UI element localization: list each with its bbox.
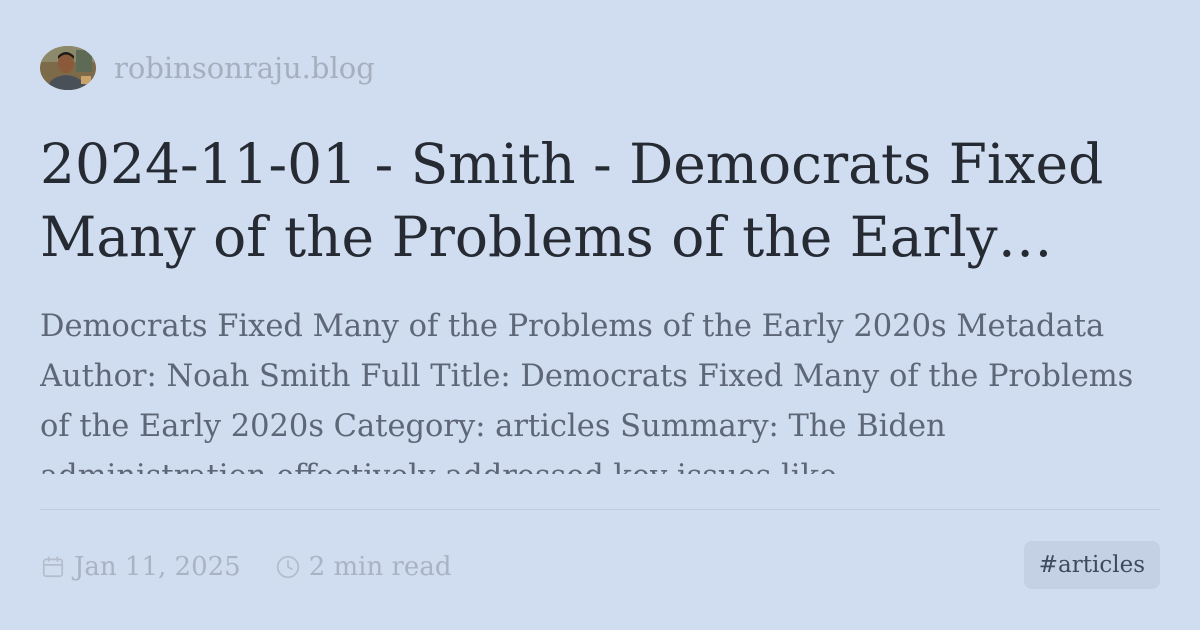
publish-date: Jan 11, 2025 xyxy=(40,552,241,582)
author-avatar[interactable] xyxy=(40,46,96,90)
clock-icon xyxy=(276,555,299,579)
post-title[interactable]: 2024-11-01 - Smith - Democrats Fixed Man… xyxy=(40,132,1104,269)
publish-date-text: Jan 11, 2025 xyxy=(74,552,241,582)
site-name[interactable]: robinsonraju.blog xyxy=(114,51,375,85)
calendar-icon xyxy=(42,556,64,578)
post-meta: Jan 11, 2025 2 min read xyxy=(40,548,451,586)
site-header: robinsonraju.blog xyxy=(40,46,375,90)
tag-articles[interactable]: #articles xyxy=(1023,541,1160,589)
reading-time: 2 min read xyxy=(275,552,452,582)
post-excerpt: Democrats Fixed Many of the Problems of … xyxy=(40,309,1134,474)
divider xyxy=(40,509,1160,510)
reading-time-text: 2 min read xyxy=(308,552,452,582)
